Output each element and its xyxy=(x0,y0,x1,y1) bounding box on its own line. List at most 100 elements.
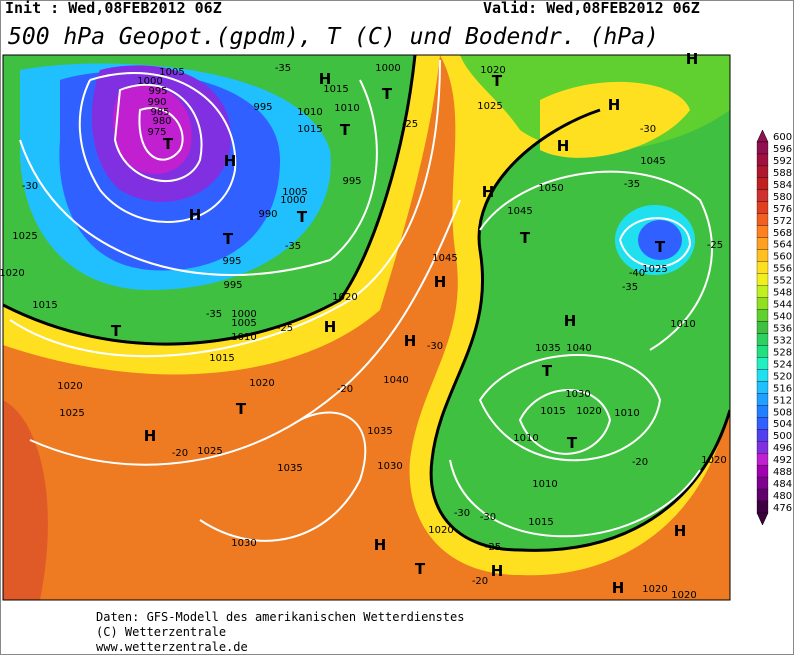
pressure-center: H xyxy=(324,318,337,336)
map-label: 995 xyxy=(223,280,242,291)
map-label: 1025 xyxy=(477,101,502,112)
pressure-center: T xyxy=(567,434,578,452)
colorbar-label: 500 xyxy=(773,431,792,442)
map-label: 1025 xyxy=(12,231,37,242)
colorbar-segment xyxy=(756,333,769,346)
map-label: -20 xyxy=(472,576,488,587)
colorbar-segment xyxy=(756,476,769,490)
pressure-center: T xyxy=(492,72,503,90)
colorbar-segment xyxy=(756,429,769,442)
map-label: 1005 xyxy=(282,187,307,198)
map-label: 995 xyxy=(148,86,167,97)
map-label: 1035 xyxy=(277,463,302,474)
map-label: -25 xyxy=(402,119,418,130)
init: Init : Wed,08FEB2012 06Z xyxy=(5,0,222,17)
pressure-center: H xyxy=(686,50,699,68)
colorbar-label: 564 xyxy=(773,240,792,251)
colorbar-segment xyxy=(756,417,769,430)
map-label: -30 xyxy=(480,512,496,523)
colorbar-segment xyxy=(756,201,769,214)
pressure-center: H xyxy=(674,522,687,540)
map-label: -20 xyxy=(337,384,353,395)
colorbar-label: 516 xyxy=(773,383,792,394)
pressure-center: T xyxy=(542,362,553,380)
colorbar-label: 488 xyxy=(773,467,792,478)
colorbar-label: 588 xyxy=(773,168,792,179)
map-label: 985 xyxy=(150,107,169,118)
map-label: 1045 xyxy=(640,156,665,167)
colorbar-segment xyxy=(756,213,769,226)
map-label: 1000 xyxy=(280,195,305,206)
pressure-center: T xyxy=(655,238,666,256)
map-label: 1010 xyxy=(297,107,322,118)
map-label: 1015 xyxy=(323,84,348,95)
map-label: 1025 xyxy=(197,446,222,457)
pressure-center: H xyxy=(482,183,495,201)
map-label: -20 xyxy=(172,448,188,459)
colorbar-label: 576 xyxy=(773,204,792,215)
colorbar-segment xyxy=(756,381,769,394)
colorbar-arrow-bottom xyxy=(756,512,769,526)
map-label: -35 xyxy=(624,179,640,190)
colorbar-label: 508 xyxy=(773,407,792,418)
colorbar-label: 580 xyxy=(773,192,792,203)
map-label: 1020 xyxy=(480,65,505,76)
map-label: -25 xyxy=(277,323,293,334)
pressure-center: T xyxy=(111,322,122,340)
map-label: 1020 xyxy=(249,378,274,389)
map-label: 1000 xyxy=(231,309,256,320)
footer-url: www.wetterzentrale.de xyxy=(96,640,248,654)
map-label: 1040 xyxy=(566,343,591,354)
map-label: 1020 xyxy=(701,455,726,466)
map-label: -25 xyxy=(485,542,501,553)
colorbar-label: 584 xyxy=(773,180,792,191)
colorbar-label: 524 xyxy=(773,359,792,370)
colorbar-label: 512 xyxy=(773,395,792,406)
colorbar-segment xyxy=(756,285,769,298)
map-label: 1020 xyxy=(428,525,453,536)
colorbar-label: 532 xyxy=(773,335,792,346)
pressure-center: T xyxy=(163,135,174,153)
map-label: -30 xyxy=(22,181,38,192)
map-label: -20 xyxy=(632,457,648,468)
footer-source: Daten: GFS-Modell des amerikanischen Wet… xyxy=(96,610,464,624)
map-label: 995 xyxy=(342,176,361,187)
map-label: 980 xyxy=(152,116,171,127)
colorbar-segment xyxy=(756,464,769,478)
colorbar-segment xyxy=(756,141,769,155)
map-label: 1045 xyxy=(507,206,532,217)
pressure-center: T xyxy=(223,230,234,248)
pressure-center: T xyxy=(415,560,426,578)
map-label: -35 xyxy=(206,309,222,320)
title: 500 hPa Geopot.(gpdm), T (C) und Bodendr… xyxy=(8,24,659,50)
pressure-center: H xyxy=(404,332,417,350)
pressure-center: H xyxy=(189,206,202,224)
pressure-center: T xyxy=(520,229,531,247)
pressure-center: H xyxy=(557,137,570,155)
colorbar-label: 540 xyxy=(773,312,792,323)
colorbar-segment xyxy=(756,153,769,167)
colorbar-segment xyxy=(756,165,769,179)
map-label: 1030 xyxy=(377,461,402,472)
colorbar-segment xyxy=(756,273,769,286)
colorbar-segment xyxy=(756,488,769,502)
map-label: -35 xyxy=(275,63,291,74)
pressure-center: H xyxy=(144,427,157,445)
colorbar-label: 556 xyxy=(773,264,792,275)
map-label: 1015 xyxy=(297,124,322,135)
colorbar-segment xyxy=(756,393,769,406)
colorbar-label: 572 xyxy=(773,216,792,227)
map-label: -35 xyxy=(285,241,301,252)
colorbar-segment xyxy=(756,177,769,191)
map-label: -30 xyxy=(640,124,656,135)
colorbar-segment xyxy=(756,309,769,322)
map-label: 1030 xyxy=(565,389,590,400)
map-label: 1010 xyxy=(532,479,557,490)
colorbar-segment xyxy=(756,441,769,454)
colorbar-label: 492 xyxy=(773,455,792,466)
colorbar-label: 552 xyxy=(773,276,792,287)
map-label: 990 xyxy=(258,209,277,220)
map-label: 1005 xyxy=(231,318,256,329)
map-label: 1025 xyxy=(642,264,667,275)
colorbar-label: 520 xyxy=(773,371,792,382)
